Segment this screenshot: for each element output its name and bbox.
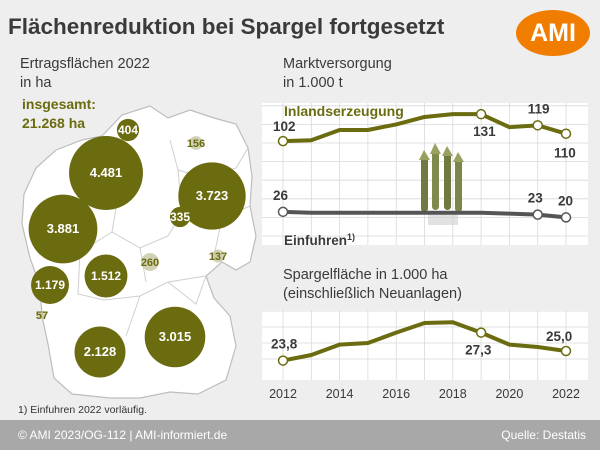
- x-tick-label: 2012: [269, 387, 297, 401]
- x-tick-label: 2018: [439, 387, 467, 401]
- map-bubble-label: 3.015: [159, 329, 192, 344]
- market-data-point: [277, 206, 289, 218]
- map-bubble-label: 4.481: [90, 165, 123, 180]
- market-data-label: 131: [473, 124, 496, 139]
- footer-source: Quelle: Destatis: [501, 428, 586, 442]
- market-data-point: [532, 209, 543, 220]
- market-series-line: [282, 112, 567, 144]
- map-total: insgesamt: 21.268 ha: [22, 95, 96, 133]
- map-bubble: [211, 249, 225, 263]
- map-bubble: [31, 266, 69, 304]
- map-bubble: [28, 194, 98, 264]
- map-bubble: [169, 206, 191, 228]
- import-footnote-mark: 1): [347, 232, 355, 242]
- area-series-line: [282, 320, 567, 363]
- map-bubble: [74, 326, 126, 378]
- map-bubble: [141, 253, 159, 271]
- import-series-label: Einfuhren1): [284, 232, 355, 248]
- market-series-line: [282, 209, 567, 220]
- footnote: 1) Einfuhren 2022 vorläufig.: [18, 404, 147, 416]
- map-bubble-label: 1.179: [35, 278, 65, 292]
- map-bubble-label: 137: [209, 251, 227, 263]
- area-subtitle-line1: Spargelfläche in 1.000 ha: [283, 267, 448, 283]
- area-data-label: 25,0: [546, 329, 572, 344]
- map-bubble: [37, 310, 47, 320]
- map-bubble-label: 260: [141, 257, 159, 269]
- market-data-label: 20: [558, 193, 573, 208]
- page-title: Flächenreduktion bei Spargel fortgesetzt: [8, 14, 445, 39]
- market-subtitle-line1: Marktversorgung: [283, 56, 392, 72]
- map-bubble: [69, 136, 143, 210]
- map-subtitle-line1: Ertragsflächen 2022: [20, 56, 150, 72]
- inland-series-label: Inlandserzeugung: [284, 103, 404, 119]
- market-subtitle: Marktversorgung in 1.000 t: [283, 55, 392, 93]
- map-bubble-label: 404: [118, 123, 138, 137]
- map-bubble-label: 2.128: [84, 344, 117, 359]
- map-bubble: [178, 162, 246, 230]
- x-tick-label: 2014: [326, 387, 354, 401]
- ami-logo: AMI: [516, 10, 590, 56]
- footer: © AMI 2023/OG-112 | AMI-informiert.de Qu…: [0, 420, 600, 450]
- map-bubbles: 404 156 4.481 3.723 335 3.881 260 137 1.179 1.512…: [28, 118, 246, 378]
- map-bubble: [144, 306, 206, 368]
- area-grid: [262, 310, 588, 380]
- map-total-line1: insgesamt:: [22, 96, 96, 112]
- market-data-point: [475, 108, 487, 120]
- asparagus-illustration: [419, 143, 464, 225]
- x-tick-label: 2022: [552, 387, 580, 401]
- x-tick-label: 2020: [495, 387, 523, 401]
- market-data-point: [560, 128, 572, 139]
- map-bubble-label: 335: [170, 210, 190, 224]
- area-data-point: [277, 355, 289, 366]
- market-data-label: 23: [528, 191, 544, 206]
- map-bubble: [116, 118, 140, 142]
- map-bubble-label: 3.881: [47, 221, 80, 236]
- x-tick-label: 2016: [382, 387, 410, 401]
- area-data-label: 23,8: [271, 337, 298, 352]
- market-data-point: [560, 212, 572, 223]
- map-subtitle: Ertragsflächen 2022 in ha: [20, 55, 150, 93]
- area-subtitle-line2: (einschließlich Neuanlagen): [283, 286, 462, 302]
- market-data-label: 119: [528, 101, 550, 116]
- map-bubble-label: 1.512: [91, 269, 121, 283]
- area-subtitle: Spargelfläche in 1.000 ha (einschließlic…: [283, 266, 462, 304]
- area-lines: 23,8 27,3 25,0: [271, 320, 572, 366]
- map-total-line2: 21.268 ha: [22, 115, 86, 131]
- footer-copyright: © AMI 2023/OG-112 | AMI-informiert.de: [18, 428, 228, 442]
- x-axis-ticks: 2012 2014 2016 2018 2020 2022: [269, 387, 580, 401]
- market-data-point: [277, 135, 289, 147]
- market-data-label: 102: [273, 119, 296, 134]
- area-data-label: 27,3: [465, 343, 492, 358]
- market-subtitle-line2: in 1.000 t: [283, 75, 343, 91]
- map-bubble-label: 156: [187, 138, 205, 150]
- import-series-name: Einfuhren: [284, 233, 347, 248]
- map-bubble: [84, 254, 128, 298]
- market-data-label: 110: [554, 146, 576, 161]
- map-bubble: [189, 136, 203, 150]
- map-subtitle-line2: in ha: [20, 75, 52, 91]
- map-bubble-label: 57: [36, 310, 48, 322]
- charts-canvas: 404 156 4.481 3.723 335 3.881 260 137 1.179 1.512…: [21, 101, 588, 401]
- map-bubble-label: 3.723: [196, 188, 229, 203]
- market-data-point: [532, 120, 543, 131]
- area-data-point: [475, 327, 487, 338]
- market-lines: 102 131 119 110 26 23 20: [273, 101, 576, 223]
- market-data-label: 26: [273, 188, 289, 203]
- area-data-point: [560, 345, 572, 357]
